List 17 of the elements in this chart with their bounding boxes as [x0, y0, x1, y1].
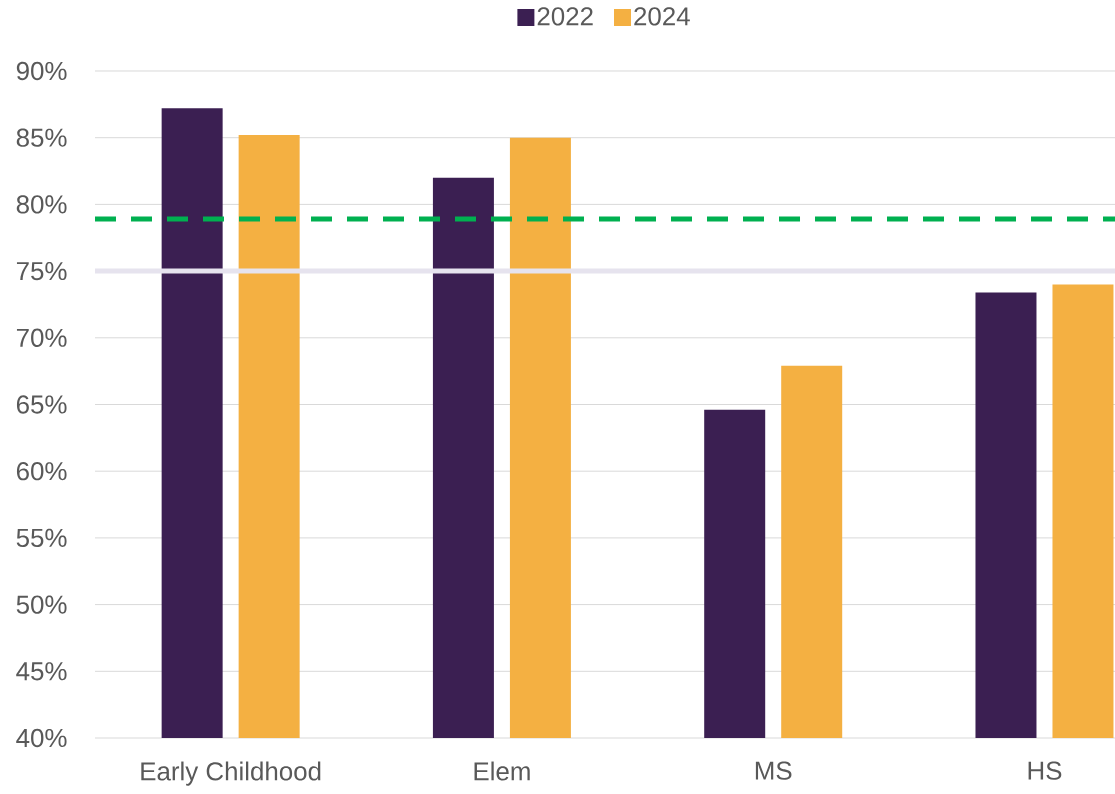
- y-tick-label: 60%: [16, 462, 67, 481]
- legend-label: 2022: [537, 7, 593, 26]
- legend-label: 2024: [634, 7, 690, 26]
- y-tick-label: 70%: [16, 328, 67, 347]
- x-tick-label: Elem: [474, 761, 530, 781]
- x-tick-label: HS: [1028, 761, 1062, 780]
- y-tick-label: 90%: [16, 61, 67, 81]
- y-tick-label: 55%: [16, 528, 67, 548]
- y-tick-label: 75%: [16, 261, 67, 281]
- y-tick-label: 85%: [16, 128, 67, 147]
- y-tick-label: 40%: [16, 728, 67, 748]
- y-tick-label: 80%: [16, 195, 67, 214]
- x-tick-label: Early Childhood: [141, 761, 321, 786]
- y-tick-label: 65%: [16, 395, 67, 414]
- y-tick-label: 50%: [16, 595, 67, 614]
- y-tick-label: 45%: [16, 662, 67, 681]
- x-tick-label: MS: [755, 761, 792, 780]
